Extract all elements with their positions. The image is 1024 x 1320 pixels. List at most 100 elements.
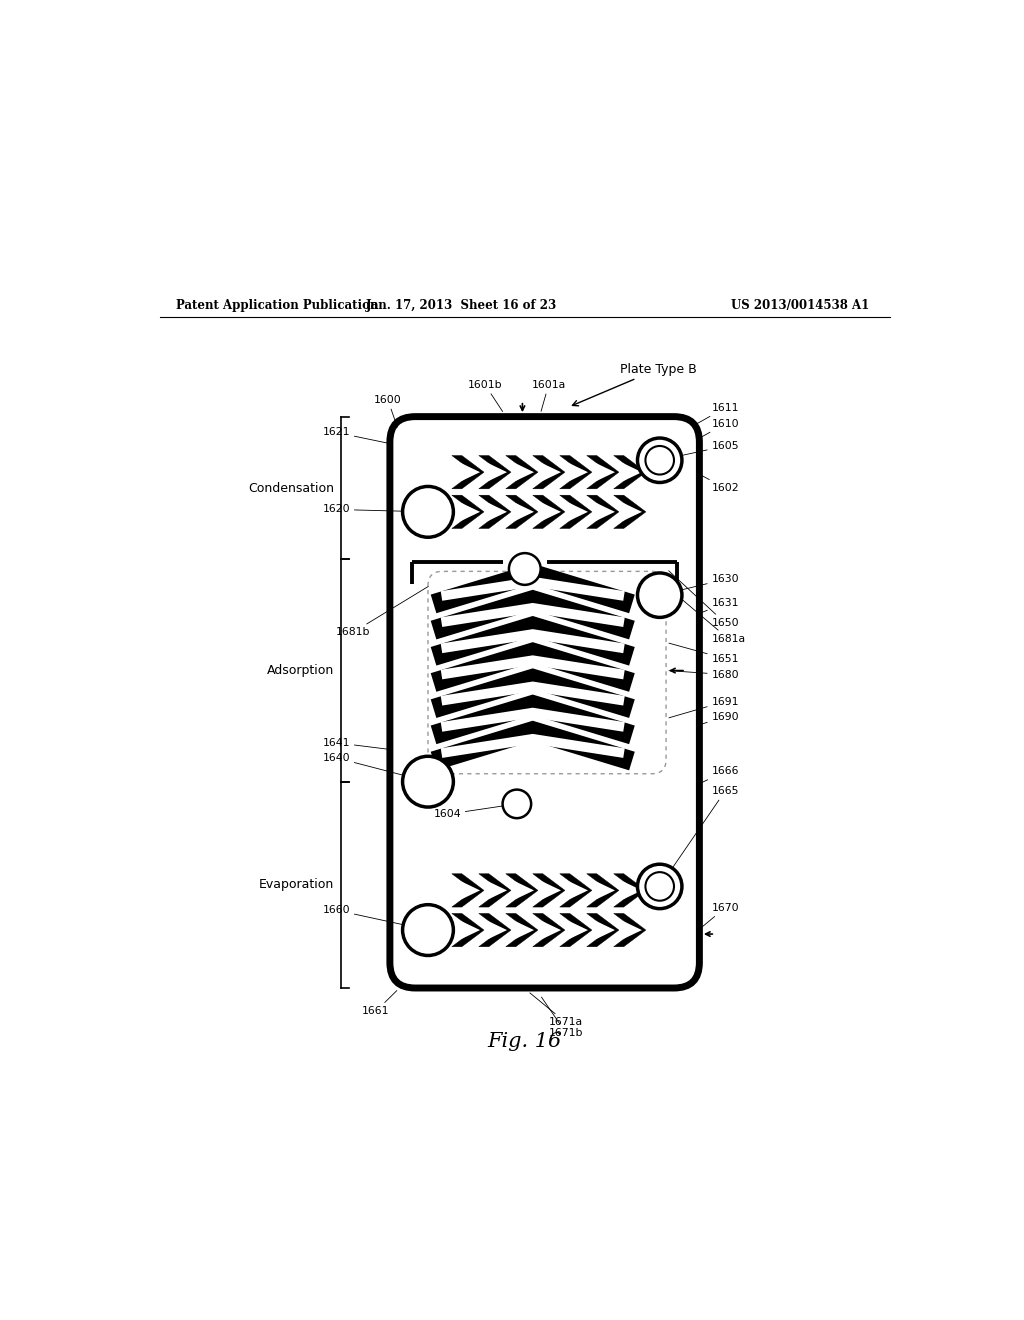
Text: Jan. 17, 2013  Sheet 16 of 23: Jan. 17, 2013 Sheet 16 of 23	[366, 300, 557, 312]
Polygon shape	[537, 882, 561, 899]
Polygon shape	[479, 495, 511, 528]
Polygon shape	[452, 913, 484, 946]
Polygon shape	[506, 913, 538, 946]
Polygon shape	[510, 921, 534, 939]
Polygon shape	[560, 455, 592, 488]
Polygon shape	[506, 874, 538, 907]
Text: 1610: 1610	[696, 418, 739, 440]
Polygon shape	[591, 463, 615, 480]
Text: 1650: 1650	[669, 570, 739, 628]
Polygon shape	[532, 455, 565, 488]
Polygon shape	[532, 495, 565, 528]
Text: US 2013/0014538 A1: US 2013/0014538 A1	[731, 300, 869, 312]
Polygon shape	[587, 455, 618, 488]
Polygon shape	[510, 503, 534, 520]
Text: 1601a: 1601a	[531, 380, 565, 412]
Circle shape	[402, 904, 454, 956]
Text: 1661: 1661	[362, 990, 397, 1016]
Polygon shape	[482, 921, 507, 939]
Polygon shape	[587, 874, 618, 907]
Polygon shape	[506, 455, 538, 488]
Text: 1621: 1621	[323, 428, 392, 444]
Polygon shape	[482, 882, 507, 899]
Polygon shape	[591, 882, 615, 899]
Polygon shape	[532, 913, 565, 946]
Text: 1680: 1680	[669, 669, 739, 680]
Polygon shape	[482, 503, 507, 520]
Text: 1641: 1641	[323, 738, 392, 750]
Text: 1605: 1605	[662, 441, 739, 459]
Circle shape	[638, 438, 682, 483]
Polygon shape	[479, 913, 511, 946]
Circle shape	[645, 873, 674, 900]
Polygon shape	[506, 495, 538, 528]
Text: Fig. 16: Fig. 16	[487, 1032, 562, 1051]
Polygon shape	[617, 463, 642, 480]
Text: Patent Application Publication: Patent Application Publication	[176, 300, 378, 312]
Polygon shape	[532, 874, 565, 907]
Text: 1630: 1630	[662, 574, 739, 595]
Circle shape	[503, 789, 531, 818]
Polygon shape	[613, 495, 646, 528]
Circle shape	[645, 446, 674, 475]
Text: 1690: 1690	[696, 711, 739, 726]
Text: Condensation: Condensation	[249, 482, 334, 495]
Circle shape	[638, 573, 682, 618]
Polygon shape	[452, 455, 484, 488]
Polygon shape	[563, 503, 588, 520]
Circle shape	[638, 865, 682, 908]
Polygon shape	[591, 921, 615, 939]
Polygon shape	[456, 921, 480, 939]
Polygon shape	[617, 882, 642, 899]
Text: 1600: 1600	[374, 395, 401, 428]
Text: 1681a: 1681a	[669, 589, 745, 644]
Polygon shape	[479, 874, 511, 907]
Text: 1660: 1660	[323, 906, 427, 929]
Text: 1620: 1620	[323, 504, 427, 515]
Text: 1681b: 1681b	[336, 586, 428, 638]
Text: 1611: 1611	[696, 403, 738, 424]
Text: 1640: 1640	[323, 752, 427, 781]
Text: Plate Type B: Plate Type B	[572, 363, 696, 405]
Circle shape	[509, 553, 541, 585]
Polygon shape	[560, 495, 592, 528]
Polygon shape	[510, 882, 534, 899]
Text: 1670: 1670	[696, 903, 739, 932]
Text: 1691: 1691	[669, 697, 738, 718]
Circle shape	[402, 487, 454, 537]
Polygon shape	[591, 503, 615, 520]
Polygon shape	[617, 503, 642, 520]
Polygon shape	[537, 463, 561, 480]
Polygon shape	[456, 463, 480, 480]
Polygon shape	[613, 913, 646, 946]
Polygon shape	[613, 455, 646, 488]
Polygon shape	[452, 495, 484, 528]
Text: 1651: 1651	[669, 643, 738, 664]
Text: 1666: 1666	[696, 767, 738, 785]
Text: Evaporation: Evaporation	[259, 878, 334, 891]
Circle shape	[402, 756, 454, 807]
Polygon shape	[456, 503, 480, 520]
Text: 1601b: 1601b	[468, 380, 503, 412]
Polygon shape	[479, 455, 511, 488]
Polygon shape	[560, 913, 592, 946]
Polygon shape	[587, 913, 618, 946]
Polygon shape	[456, 882, 480, 899]
Text: 1631: 1631	[696, 598, 738, 615]
Polygon shape	[617, 921, 642, 939]
Polygon shape	[482, 463, 507, 480]
Polygon shape	[563, 882, 588, 899]
Polygon shape	[510, 463, 534, 480]
Text: 1671b: 1671b	[542, 997, 583, 1038]
Polygon shape	[452, 874, 484, 907]
Polygon shape	[537, 921, 561, 939]
Text: 1604: 1604	[433, 804, 515, 820]
FancyBboxPatch shape	[428, 572, 666, 774]
Polygon shape	[613, 874, 646, 907]
Text: 1671a: 1671a	[529, 993, 583, 1027]
Polygon shape	[563, 921, 588, 939]
Polygon shape	[537, 503, 561, 520]
Polygon shape	[587, 495, 618, 528]
Polygon shape	[560, 874, 592, 907]
Text: 1665: 1665	[660, 787, 738, 886]
